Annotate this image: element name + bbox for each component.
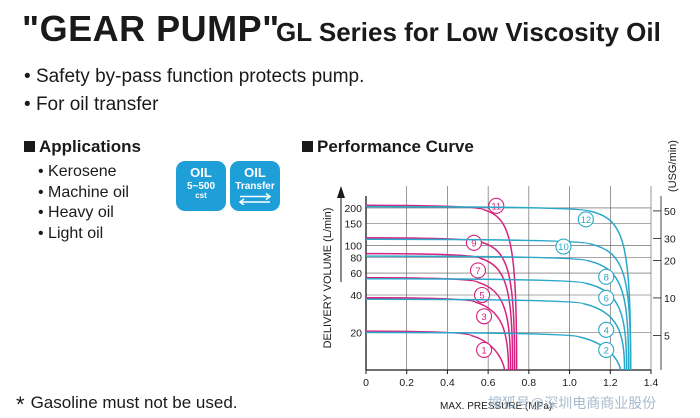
curve-11 <box>365 204 518 371</box>
y2-tick-label: 5 <box>664 331 670 343</box>
curve-12 <box>365 205 632 371</box>
square-bullet-icon <box>302 141 313 152</box>
list-item: • Machine oil <box>38 183 129 201</box>
curve-label: 1 <box>481 345 486 356</box>
curve-8 <box>365 255 630 371</box>
badge-viscosity-range: 5~500 <box>186 181 216 192</box>
x-tick-label: 1.2 <box>603 377 618 389</box>
curve-7 <box>365 252 514 371</box>
square-bullet-icon <box>24 141 35 152</box>
curve-4 <box>365 298 626 371</box>
curve-label-circle <box>488 197 505 214</box>
feature-bullet: • Safety by-pass function protects pump. <box>24 66 364 88</box>
y-tick-label: 80 <box>350 253 362 265</box>
watermark: 搜狐号@深圳电商商业股份 <box>488 395 657 411</box>
curve-label-circle <box>577 211 594 228</box>
x-tick-label: 0.8 <box>522 377 537 389</box>
y2-tick-label: 10 <box>664 293 676 305</box>
y-tick-label: 150 <box>344 218 362 230</box>
title-subtitle: GL Series for Low Viscosity Oil <box>276 17 661 47</box>
applications-heading-text: Applications <box>39 137 142 156</box>
y2-tick-label: 20 <box>664 255 676 267</box>
curve-label-circle <box>555 238 572 255</box>
curve-label: 3 <box>481 312 486 323</box>
y2-tick-label: 30 <box>664 234 676 246</box>
y2-tick-label: 50 <box>664 206 676 218</box>
list-item: • Kerosene <box>38 163 117 180</box>
title-main: "GEAR PUMP" <box>22 8 280 49</box>
curve-label: 2 <box>604 345 609 356</box>
x-tick-label: 1.0 <box>562 377 577 389</box>
application-label: Light oil <box>48 224 104 242</box>
curve-label-circle <box>476 308 493 325</box>
curve-label-circle <box>598 268 615 285</box>
application-label: Heavy oil <box>48 204 114 221</box>
x-tick-label: 1.4 <box>644 377 659 389</box>
curve-10 <box>365 238 632 371</box>
badge-transfer-label: Transfer <box>235 181 275 192</box>
curve-label-circle <box>473 286 491 304</box>
curve-label: 8 <box>604 272 609 283</box>
feature-text: For oil transfer <box>35 94 159 115</box>
curve-6 <box>365 278 628 371</box>
y-tick-label: 100 <box>344 240 362 252</box>
badge-oil-label: OIL <box>244 165 266 180</box>
curve-label: 7 <box>475 266 480 277</box>
gasoline-note: * Gasoline must not be used. <box>16 392 238 418</box>
x-tick-label: 0.6 <box>481 377 496 389</box>
curve-label-circle <box>598 289 615 306</box>
feature-bullet: • For oil transfer <box>24 94 158 116</box>
curve-label: 9 <box>471 238 476 249</box>
curve-2 <box>365 331 622 371</box>
asterisk-icon: * <box>16 392 25 417</box>
curve-label: 10 <box>558 242 569 253</box>
curve-label: 4 <box>604 325 609 336</box>
list-item: • Light oil <box>38 224 104 242</box>
oil-transfer-badge-icon: OIL Transfer <box>230 161 280 211</box>
oil-viscosity-badge-icon: OIL 5~500 cst <box>176 161 226 211</box>
applications-heading: Applications <box>24 137 141 157</box>
x-tick-label: 0.2 <box>399 377 414 389</box>
applications-list: • Kerosene • Machine oil • Heavy oil • L… <box>38 162 129 244</box>
curve-3 <box>365 297 510 371</box>
double-arrow-icon <box>238 192 272 206</box>
curve-9 <box>365 237 516 371</box>
list-item: • Heavy oil <box>38 204 114 221</box>
y-axis-label: DELIVERY VOLUME (L/min) <box>322 208 334 349</box>
curve-label: 6 <box>604 293 609 304</box>
y-tick-label: 60 <box>350 268 362 280</box>
feature-text: Safety by-pass function protects pump. <box>35 66 365 87</box>
x-tick-label: 0 <box>363 377 369 389</box>
curve-label: 12 <box>581 215 592 226</box>
y-tick-label: 40 <box>350 290 362 302</box>
curve-label: 5 <box>479 291 484 302</box>
performance-curve-heading: Performance Curve <box>302 137 474 157</box>
badge-viscosity-unit: cst <box>195 191 207 200</box>
ylabel-arrow-icon <box>337 186 345 198</box>
curve-label-circle <box>598 341 615 358</box>
chart-title: Performance Curve <box>317 137 474 156</box>
x-tick-label: 0.4 <box>440 377 455 389</box>
curve-label-circle <box>476 341 493 358</box>
y-tick-label: 20 <box>350 328 362 340</box>
curve-label-circle <box>469 262 487 279</box>
bullet-dot: • <box>24 66 36 87</box>
application-label: Machine oil <box>48 183 129 201</box>
y-tick-label: 200 <box>344 203 362 215</box>
curve-label-circle <box>598 321 615 338</box>
application-label: Kerosene <box>48 163 117 180</box>
y2-axis-label: (USG/min) <box>667 140 679 192</box>
chart-tick-labels: 0 0.2 0.4 0.6 0.8 1.0 1.2 1.4200150100806040205… <box>344 203 675 389</box>
x-axis-label: MAX. PRESSURE (MPa) <box>440 401 552 412</box>
bullet-dot: • <box>24 94 36 115</box>
note-text: Gasoline must not be used. <box>30 393 238 412</box>
badge-oil-label: OIL <box>190 165 212 180</box>
curve-1 <box>365 330 506 371</box>
